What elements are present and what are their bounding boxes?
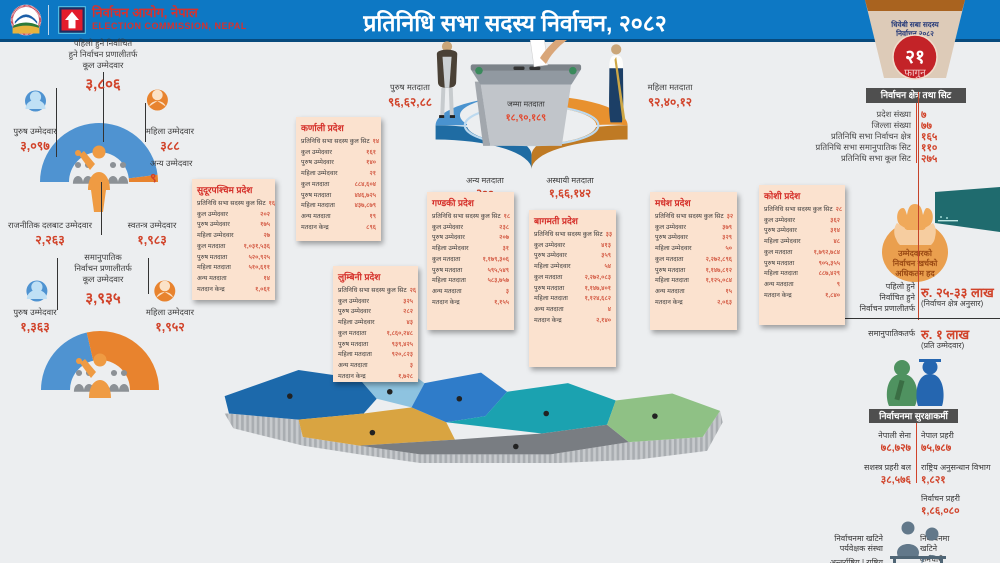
svg-text:धिवेबी सबा सदस्य: धिवेबी सबा सदस्य xyxy=(890,20,939,29)
svg-text:जम्मा मतदाता: जम्मा मतदाता xyxy=(507,100,546,109)
svg-text:अधिकतम हद: अधिकतम हद xyxy=(895,268,935,278)
svg-text:फागुन: फागुन xyxy=(904,68,926,79)
svg-text:१८,९०,१८९: १८,९०,१८९ xyxy=(506,112,547,123)
svg-text:उम्मेदवारको: उम्मेदवारको xyxy=(897,248,933,258)
svg-text:२१: २१ xyxy=(905,47,925,68)
svg-text:निर्वाचन खर्चको: निर्वाचन खर्चको xyxy=(892,258,939,268)
